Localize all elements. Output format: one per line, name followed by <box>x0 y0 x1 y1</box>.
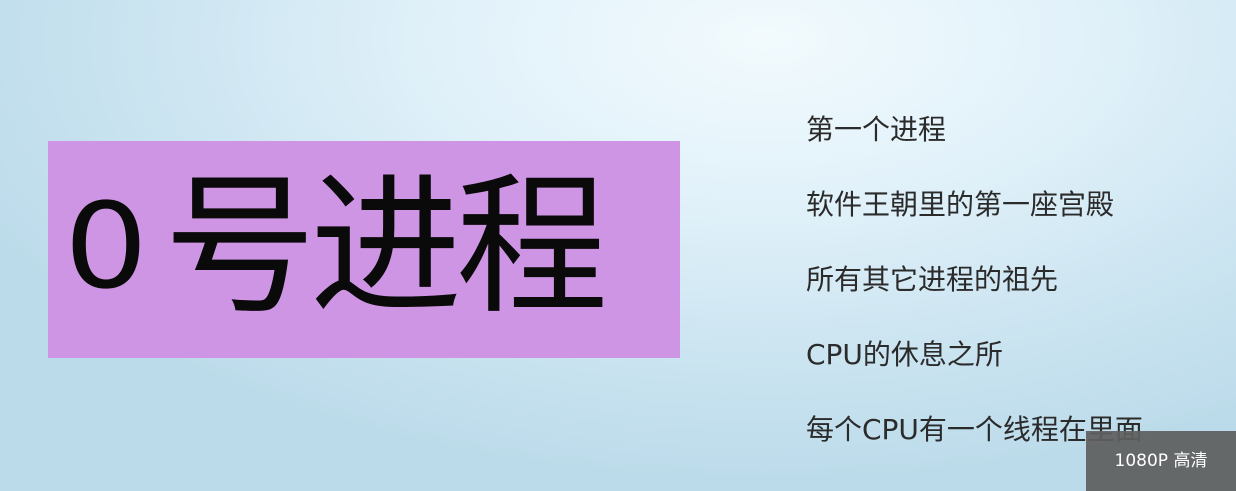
list-item: 所有其它进程的祖先 <box>806 263 1059 296</box>
title-highlight-box <box>48 141 680 358</box>
slide-title-number: 0 <box>64 177 149 315</box>
list-item: 第一个进程 <box>806 113 947 146</box>
quality-selector-button[interactable]: 1080P 高清 <box>1086 431 1236 491</box>
slide-title-text: 号进程 <box>164 158 608 335</box>
list-item: CPU的休息之所 <box>806 338 1003 371</box>
list-item: 软件王朝里的第一座宫殿 <box>806 188 1115 221</box>
bullet-list: 第一个进程 软件王朝里的第一座宫殿 所有其它进程的祖先 CPU的休息之所 每个C… <box>806 108 1143 483</box>
